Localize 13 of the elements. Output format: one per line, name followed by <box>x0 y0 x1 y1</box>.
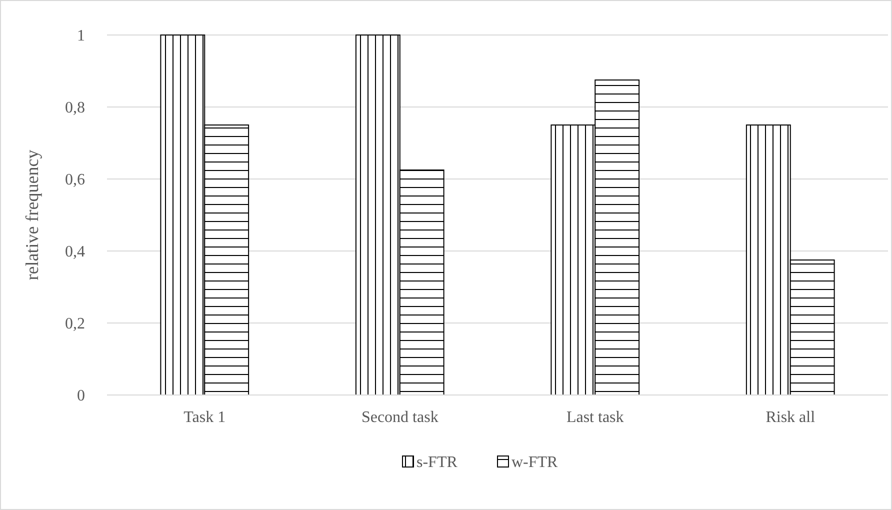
y-tick-label: 1 <box>77 28 85 45</box>
y-tick-label: 0,8 <box>65 100 85 117</box>
y-tick-label: 0,4 <box>65 244 85 261</box>
x-tick-label: Risk all <box>766 409 816 426</box>
x-tick-label: Last task <box>566 409 624 426</box>
y-axis-title: relative frequency <box>22 150 42 280</box>
x-tick-label: Task 1 <box>184 409 226 426</box>
y-tick-label: 0 <box>77 388 85 405</box>
legend-label: w-FTR <box>512 454 558 471</box>
y-tick-label: 0,6 <box>65 172 85 189</box>
x-tick-label: Second task <box>361 409 438 426</box>
legend-label: s-FTR <box>416 454 458 471</box>
y-tick-label: 0,2 <box>65 316 85 333</box>
